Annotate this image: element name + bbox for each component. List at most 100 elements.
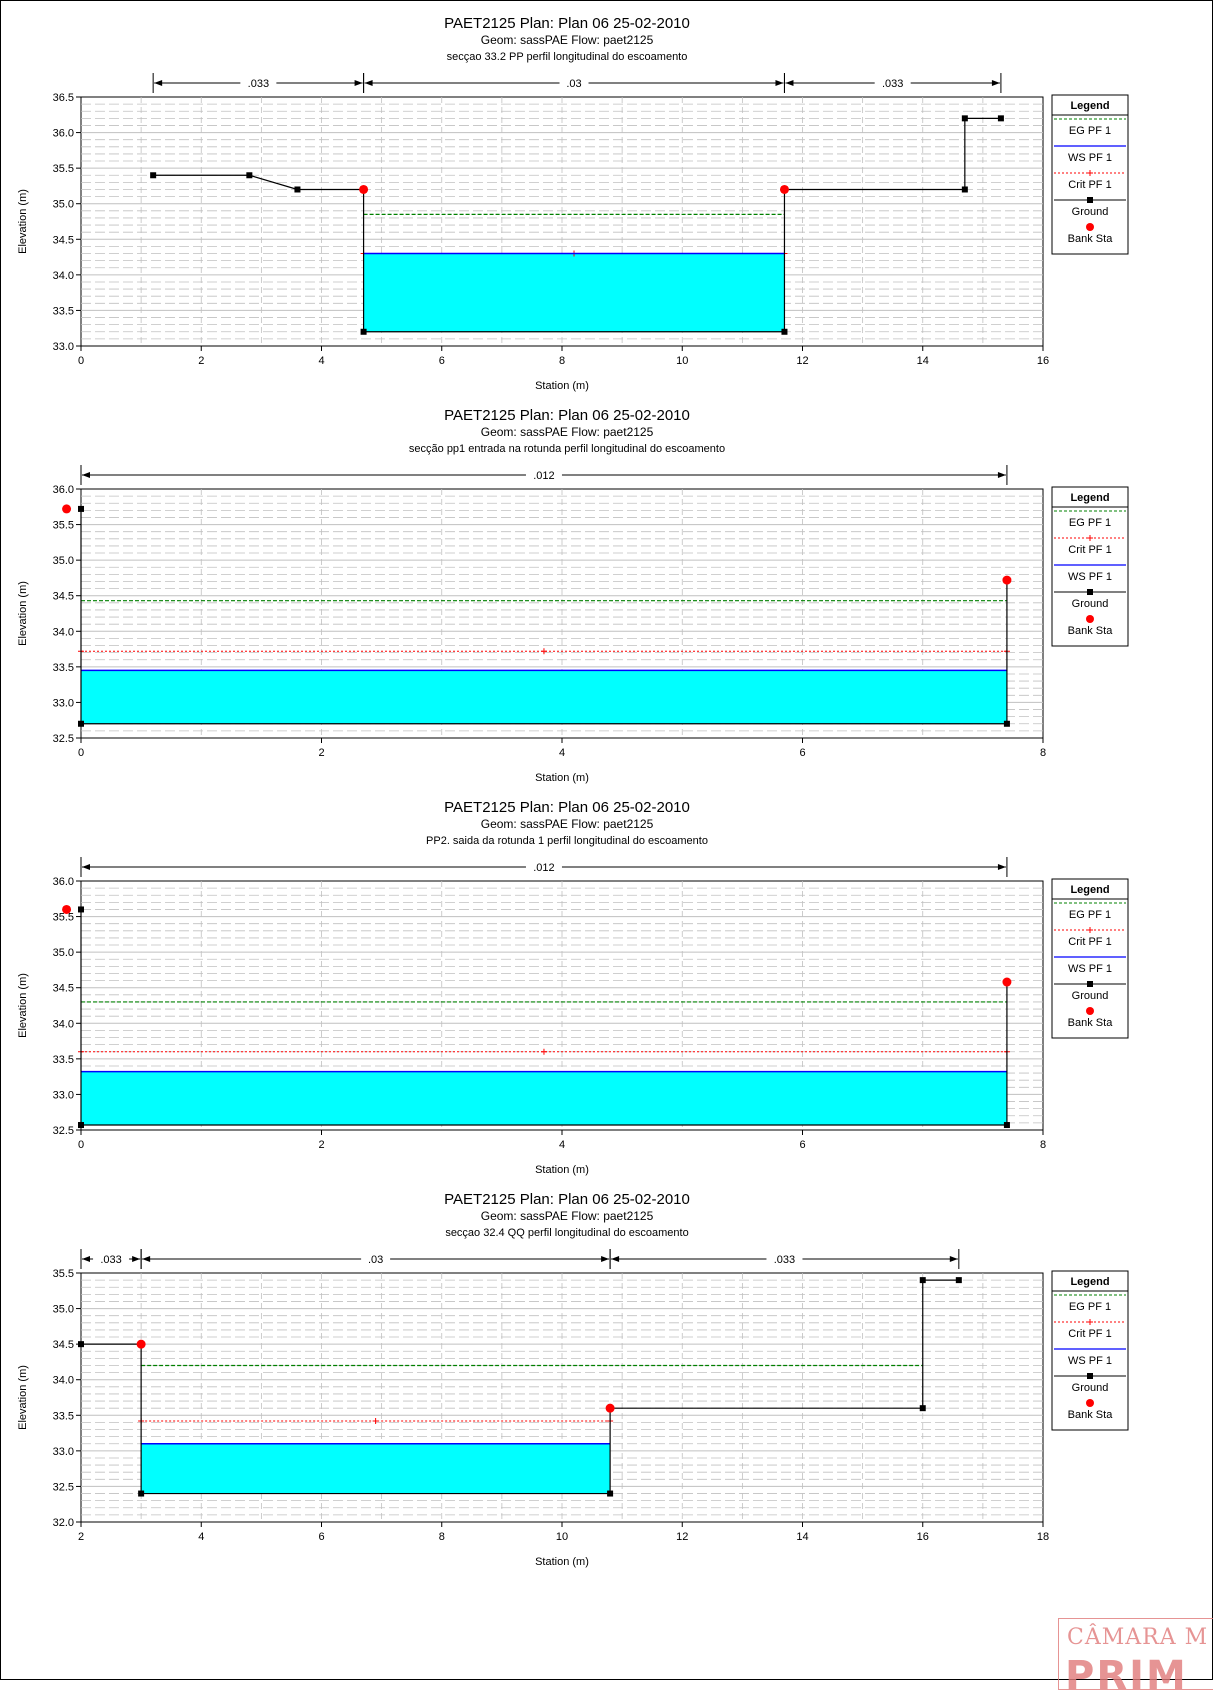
y-tick-label: 32.5 — [53, 1125, 74, 1137]
x-tick-label: 8 — [559, 355, 565, 367]
crit-marker — [540, 1048, 547, 1055]
ground-point — [78, 906, 84, 913]
crit-marker — [540, 648, 547, 655]
chart-subtitle-2: secçao 32.4 QQ perfil longitudinal do es… — [445, 1227, 688, 1239]
legend-symbol-crit-marker — [1087, 535, 1093, 541]
x-axis-label: Station (m) — [535, 1556, 589, 1568]
legend-entry: Bank Sta — [1068, 233, 1114, 245]
x-tick-label: 0 — [78, 355, 84, 367]
ground-point — [138, 1490, 145, 1497]
chart-subtitle-2: secçao 33.2 PP perfil longitudinal do es… — [447, 51, 688, 63]
y-tick-label: 34.0 — [53, 270, 74, 282]
manning-arrowhead-left — [142, 1256, 151, 1262]
y-tick-label: 34.0 — [53, 626, 74, 638]
ground-point — [294, 186, 301, 193]
y-tick-label: 36.5 — [53, 92, 74, 104]
legend-entry: EG PF 1 — [1069, 517, 1111, 529]
y-tick-label: 35.5 — [53, 912, 74, 924]
y-tick-label: 34.5 — [53, 1339, 74, 1351]
water-area — [141, 1443, 611, 1494]
manning-label-bg — [525, 468, 562, 482]
legend-symbol-ground-marker — [1087, 197, 1093, 203]
manning-arrowhead-left — [785, 80, 794, 86]
x-tick-label: 8 — [1040, 747, 1046, 759]
bank-station-point — [136, 1339, 146, 1349]
legend-symbol-ground-marker — [1087, 589, 1093, 595]
manning-label: .033 — [882, 78, 903, 90]
ground-point — [78, 1122, 84, 1129]
x-axis-label: Station (m) — [535, 380, 589, 392]
legend-entry: Bank Sta — [1068, 1017, 1114, 1029]
manning-arrowhead-right — [991, 80, 1000, 86]
ground-point — [955, 1277, 962, 1284]
y-axis-label: Elevation (m) — [17, 1365, 29, 1430]
manning-arrowhead-right — [132, 1256, 141, 1262]
x-tick-label: 8 — [439, 1531, 445, 1543]
manning-label: .012 — [533, 470, 554, 482]
x-tick-label: 6 — [799, 1139, 805, 1151]
y-tick-label: 35.0 — [53, 947, 74, 959]
y-tick-label: 36.0 — [53, 128, 74, 140]
x-tick-label: 12 — [676, 1531, 688, 1543]
legend-entry: EG PF 1 — [1069, 125, 1111, 137]
water-area — [363, 253, 785, 332]
x-axis-label: Station (m) — [535, 1164, 589, 1176]
chart-subtitle-2: secção pp1 entrada na rotunda perfil lon… — [409, 443, 725, 455]
chart-subtitle: Geom: sassPAE Flow: paet2125 — [481, 425, 654, 439]
legend-entry: WS PF 1 — [1068, 571, 1112, 583]
y-tick-label: 33.0 — [53, 697, 74, 709]
y-tick-label: 33.0 — [53, 341, 74, 353]
legend-entry: WS PF 1 — [1068, 1355, 1112, 1367]
y-tick-label: 33.5 — [53, 1410, 74, 1422]
ground-point — [919, 1277, 926, 1284]
x-tick-label: 4 — [559, 747, 565, 759]
legend-symbol-bank — [1086, 615, 1094, 623]
legend-symbol-crit-marker — [1087, 927, 1093, 933]
bank-station-point — [359, 184, 369, 194]
ground-point — [78, 720, 84, 727]
y-tick-label: 33.5 — [53, 1054, 74, 1066]
x-tick-label: 2 — [318, 1139, 324, 1151]
x-tick-label: 16 — [917, 1531, 929, 1543]
ground-point — [607, 1490, 614, 1497]
bank-station-point — [1002, 977, 1012, 987]
manning-arrowhead-left — [82, 864, 90, 870]
y-tick-label: 34.5 — [53, 234, 74, 246]
x-tick-label: 10 — [676, 355, 688, 367]
ground-point — [1003, 1122, 1010, 1129]
manning-arrowhead-right — [775, 80, 784, 86]
x-tick-label: 2 — [318, 747, 324, 759]
manning-arrowhead-left — [154, 80, 163, 86]
manning-label: .012 — [533, 862, 554, 874]
legend-entry: Ground — [1072, 1382, 1109, 1394]
stamp-line-2: PRIM — [1065, 1653, 1188, 1690]
y-tick-label: 34.0 — [53, 1018, 74, 1030]
legend-entry: Bank Sta — [1068, 1409, 1114, 1421]
manning-label-bg — [559, 76, 589, 90]
manning-arrowhead-right — [997, 864, 1006, 870]
y-tick-label: 35.5 — [53, 520, 74, 532]
manning-arrowhead-left — [364, 80, 373, 86]
ground-point — [997, 115, 1004, 122]
chart-subtitle: Geom: sassPAE Flow: paet2125 — [481, 817, 654, 831]
legend-entry: Crit PF 1 — [1068, 544, 1111, 556]
manning-label: .03 — [368, 1254, 383, 1266]
legend-entry: Crit PF 1 — [1068, 179, 1111, 191]
legend-title: Legend — [1070, 1276, 1109, 1288]
x-tick-label: 18 — [1037, 1531, 1049, 1543]
manning-label-bg — [766, 1252, 803, 1266]
ground-point — [360, 328, 367, 335]
manning-label: .03 — [566, 78, 581, 90]
manning-arrowhead-right — [601, 1256, 610, 1262]
x-tick-label: 2 — [78, 1531, 84, 1543]
chart-title: PAET2125 Plan: Plan 06 25-02-2010 — [444, 1191, 690, 1208]
bank-station-point — [62, 904, 72, 914]
legend-entry: Ground — [1072, 206, 1109, 218]
x-tick-label: 16 — [1037, 355, 1049, 367]
ground-line — [153, 117, 1001, 333]
x-tick-label: 6 — [318, 1531, 324, 1543]
